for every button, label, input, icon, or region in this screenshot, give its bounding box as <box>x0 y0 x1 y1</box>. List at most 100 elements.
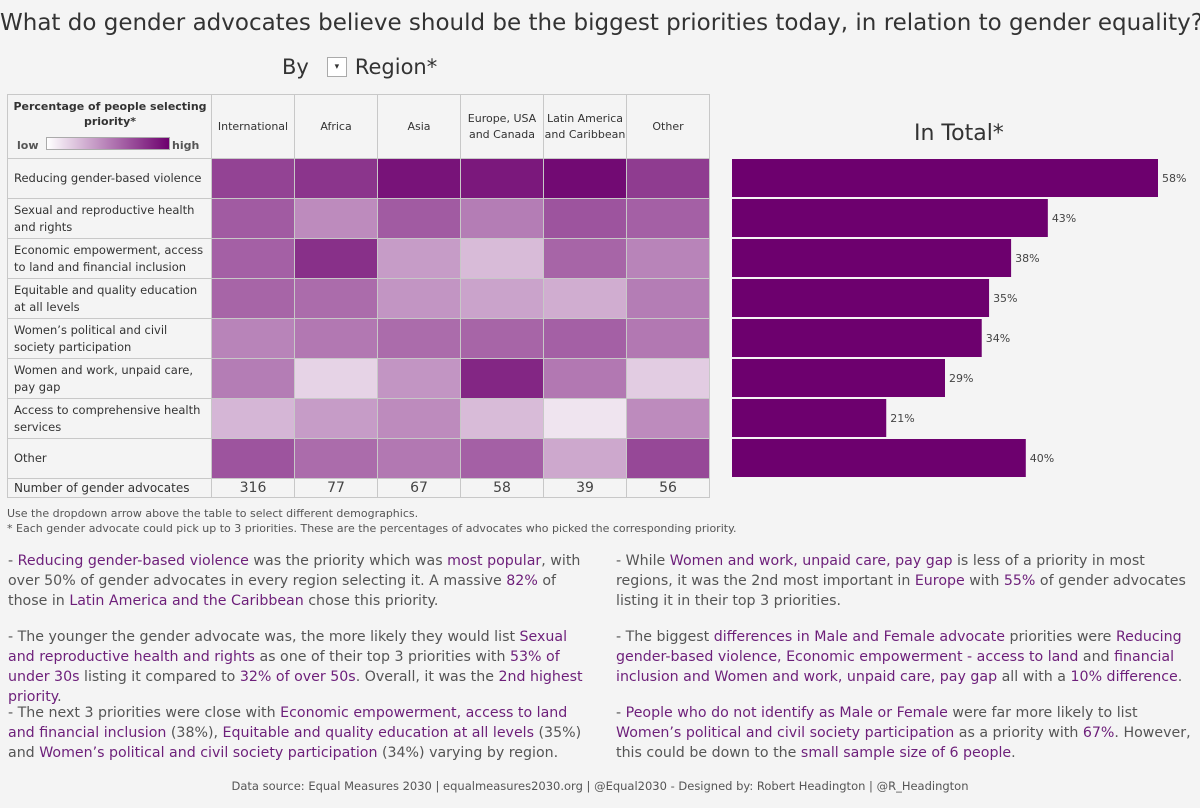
heatmap-cell[interactable] <box>294 318 378 359</box>
heatmap-cell[interactable] <box>626 358 710 399</box>
bar-value-label: 34% <box>986 332 1010 345</box>
heatmap-cell[interactable] <box>626 198 710 239</box>
heatmap-cell[interactable] <box>460 318 544 359</box>
heatmap-cell[interactable] <box>294 158 378 199</box>
heatmap-cell[interactable] <box>543 158 627 199</box>
heatmap-cell[interactable] <box>377 318 461 359</box>
highlight-text: Economic empowerment, access to land and… <box>8 705 568 741</box>
legend-high-label: high <box>172 139 200 152</box>
heatmap-cell[interactable] <box>211 238 295 279</box>
highlight-text: Women and work, unpaid care, pay gap <box>669 553 953 569</box>
text-segment: . <box>1011 745 1016 761</box>
heatmap-cell[interactable] <box>626 278 710 319</box>
paragraph-right-3: - People who do not identify as Male or … <box>616 703 1191 763</box>
heatmap-cell[interactable] <box>543 278 627 319</box>
heatmap-cell[interactable] <box>211 398 295 439</box>
demographic-selector: By ▾ Region* <box>282 55 437 79</box>
heatmap-cell[interactable] <box>543 198 627 239</box>
heatmap-cell[interactable] <box>294 438 378 479</box>
heatmap-cell[interactable] <box>377 238 461 279</box>
highlight-text: Women’s political and civil society part… <box>616 725 955 741</box>
heatmap-cell[interactable] <box>543 358 627 399</box>
row-label: Women and work, unpaid care, pay gap <box>7 358 212 399</box>
heatmap-cell[interactable] <box>211 278 295 319</box>
paragraph-right-1: - While Women and work, unpaid care, pay… <box>616 551 1191 611</box>
bar[interactable] <box>732 359 945 397</box>
heatmap-row: Sexual and reproductive health and right… <box>7 198 710 239</box>
bar[interactable] <box>732 159 1158 197</box>
count-value: 316 <box>211 478 295 498</box>
heatmap-cell[interactable] <box>460 438 544 479</box>
heatmap-cell[interactable] <box>460 158 544 199</box>
bar[interactable] <box>732 199 1048 237</box>
heatmap-cell[interactable] <box>543 318 627 359</box>
bar[interactable] <box>732 239 1012 277</box>
text-segment: - The younger the gender advocate was, t… <box>8 629 520 645</box>
heatmap-cell[interactable] <box>460 198 544 239</box>
heatmap-cell[interactable] <box>543 438 627 479</box>
dropdown-arrow-icon[interactable]: ▾ <box>326 57 347 77</box>
paragraph-left-1: - Reducing gender-based violence was the… <box>8 551 590 611</box>
heatmap-cell[interactable] <box>377 198 461 239</box>
bar-value-label: 43% <box>1052 212 1076 225</box>
heatmap-cell[interactable] <box>626 398 710 439</box>
heatmap-cell[interactable] <box>626 318 710 359</box>
text-segment: were far more likely to list <box>947 705 1138 721</box>
highlight-text: 82% <box>506 573 538 589</box>
heatmap-cell[interactable] <box>626 238 710 279</box>
heatmap-cell[interactable] <box>377 438 461 479</box>
heatmap-cell[interactable] <box>294 198 378 239</box>
heatmap-cell[interactable] <box>211 158 295 199</box>
heatmap-row: Women and work, unpaid care, pay gap <box>7 358 710 399</box>
bar[interactable] <box>732 399 887 437</box>
highlight-text: Latin America and the Caribbean <box>69 593 304 609</box>
highlight-text: Equitable and quality education at all l… <box>222 725 535 741</box>
text-segment: as one of their top 3 priorities with <box>254 649 510 665</box>
paragraph-left-2: - The younger the gender advocate was, t… <box>8 627 590 707</box>
text-segment: priorities were <box>1004 629 1116 645</box>
heatmap-cell[interactable] <box>211 438 295 479</box>
heatmap-cell[interactable] <box>460 278 544 319</box>
heatmap-row: Access to comprehensive health services <box>7 398 710 439</box>
count-value: 58 <box>460 478 544 498</box>
column-header: Asia <box>377 94 461 159</box>
heatmap-cell[interactable] <box>460 238 544 279</box>
heatmap-cell[interactable] <box>543 398 627 439</box>
heatmap-cell[interactable] <box>543 238 627 279</box>
text-segment: - While <box>616 553 670 569</box>
text-segment: , with over 50% of gender advocates in e… <box>8 553 581 589</box>
heatmap-cell[interactable] <box>377 358 461 399</box>
bar[interactable] <box>732 439 1026 477</box>
bar-value-label: 29% <box>949 372 973 385</box>
heatmap-cell[interactable] <box>626 158 710 199</box>
text-segment: listing it compared to <box>79 669 240 685</box>
highlight-text: differences in Male and Female advocate <box>713 629 1005 645</box>
heatmap-cell[interactable] <box>294 278 378 319</box>
count-value: 77 <box>294 478 378 498</box>
heatmap-cell[interactable] <box>377 278 461 319</box>
highlight-text: Reducing gender-based violence <box>17 553 249 569</box>
heatmap-cell[interactable] <box>377 398 461 439</box>
highlight-text: Reducing gender-based violence, Economic… <box>616 629 1182 665</box>
heatmap-cell[interactable] <box>294 358 378 399</box>
heatmap-cell[interactable] <box>211 198 295 239</box>
heatmap-cell[interactable] <box>377 158 461 199</box>
bar[interactable] <box>732 319 982 357</box>
column-header: International <box>211 94 295 159</box>
page-title: What do gender advocates believe should … <box>0 10 1200 36</box>
heatmap-cell[interactable] <box>294 398 378 439</box>
dropdown-value[interactable]: Region* <box>354 55 438 79</box>
text-segment: . <box>57 689 62 705</box>
heatmap-cell[interactable] <box>460 358 544 399</box>
count-row: Number of gender advocates 316 77 67 58 39 56 <box>7 478 710 498</box>
bar[interactable] <box>732 279 990 317</box>
heatmap-cell[interactable] <box>460 398 544 439</box>
legend-low-label: low <box>17 139 39 152</box>
heatmap-cell[interactable] <box>626 438 710 479</box>
heatmap-row: Other <box>7 438 710 479</box>
heatmap-cell[interactable] <box>294 238 378 279</box>
bar-value-label: 38% <box>1015 252 1039 265</box>
text-segment: chose this priority. <box>303 593 439 609</box>
heatmap-cell[interactable] <box>211 358 295 399</box>
heatmap-cell[interactable] <box>211 318 295 359</box>
